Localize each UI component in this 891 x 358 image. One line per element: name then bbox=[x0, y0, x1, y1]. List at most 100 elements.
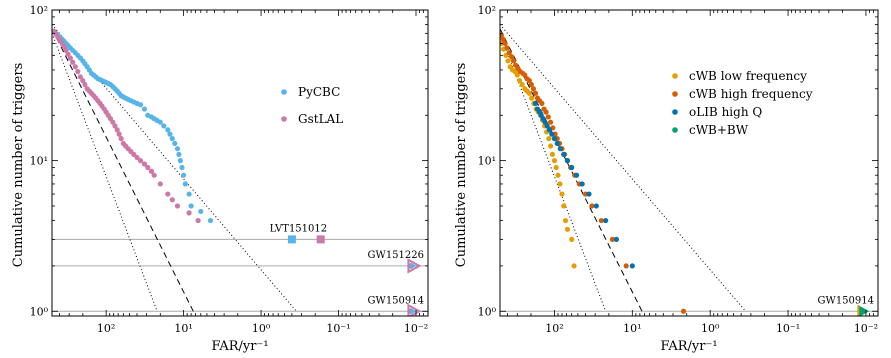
right-point-olib-high-q bbox=[629, 263, 635, 269]
left-point-pycbc bbox=[161, 123, 167, 129]
left-event-marker bbox=[316, 235, 325, 244]
left-point-gstlal bbox=[80, 77, 86, 84]
left-x-tick-label: 10⁻² bbox=[404, 322, 428, 335]
right-point-cwb-low-frequency bbox=[571, 263, 577, 269]
right-point-cwb-low-frequency bbox=[559, 191, 565, 197]
left-point-pycbc bbox=[167, 131, 173, 137]
left-gw151226-marker bbox=[407, 258, 422, 274]
left-event-marker bbox=[287, 235, 296, 244]
right-point-cwb-low-frequency bbox=[569, 236, 575, 242]
right-point-cwb-low-frequency bbox=[555, 172, 561, 178]
right-point-cwb-low-frequency bbox=[505, 58, 511, 64]
right-legend-marker-cwb-high-frequency bbox=[672, 91, 678, 97]
right-point-olib-high-q bbox=[549, 131, 555, 137]
left-point-pycbc bbox=[182, 181, 188, 187]
right-point-olib-high-q bbox=[532, 100, 539, 106]
left-point-gstlal bbox=[169, 197, 175, 203]
right-legend-marker-cwb-bw bbox=[672, 127, 678, 133]
right-y-tick-label: 10² bbox=[478, 4, 496, 17]
right-point-cwb-high-frequency bbox=[502, 40, 508, 47]
left-plot-content bbox=[52, 24, 428, 316]
right-point-olib-high-q bbox=[551, 136, 558, 142]
left-gw151226-marker-inner bbox=[410, 262, 417, 270]
left-ylabel: Cumulative number of triggers bbox=[11, 63, 26, 268]
right-point-cwb-high-frequency bbox=[539, 100, 545, 106]
left-point-pycbc bbox=[179, 164, 185, 171]
left-gw150914-marker-inner bbox=[410, 307, 417, 315]
left-point-pycbc bbox=[198, 208, 204, 215]
right-point-cwb-low-frequency bbox=[557, 181, 563, 187]
left-point-gstlal bbox=[157, 181, 163, 187]
left-point-gstlal bbox=[137, 158, 144, 164]
right-point-cwb-low-frequency bbox=[561, 203, 567, 209]
left-legend-label-gstlal: GstLAL bbox=[298, 112, 343, 126]
left-point-pycbc bbox=[157, 119, 163, 125]
right-point-cwb-low-frequency bbox=[517, 77, 523, 84]
left-chart: Cumulative number of triggers FAR/yr⁻¹ L… bbox=[11, 4, 429, 354]
right-point-olib-high-q bbox=[557, 146, 563, 152]
left-point-pycbc bbox=[165, 127, 171, 133]
right-point-cwb-low-frequency bbox=[529, 95, 535, 101]
left-point-gstlal bbox=[65, 51, 71, 57]
left-point-gstlal bbox=[75, 68, 81, 75]
left-x-tick-label: 10² bbox=[97, 322, 115, 335]
left-point-gstlal bbox=[72, 64, 78, 70]
right-point-cwb-high-frequency bbox=[528, 81, 534, 88]
left-y-tick-label: 10⁰ bbox=[30, 305, 49, 318]
right-legend-label-olib-high-q: oLIB high Q bbox=[689, 105, 762, 119]
right-point-cwb-low-frequency bbox=[548, 143, 554, 149]
left-legend-marker-gstlal bbox=[281, 116, 287, 122]
right-legend-label-cwb-high-frequency: cWB high frequency bbox=[689, 87, 813, 101]
left-plot-area: LVT151012 GW151226 GW150914 10² 10¹ 10⁰ 10⁻¹ 10… bbox=[30, 4, 429, 335]
right-point-cwb-low-frequency bbox=[549, 151, 556, 157]
right-y-tick-label: 10¹ bbox=[478, 155, 496, 168]
right-legend: cWB low frequency cWB high frequency oLIB … bbox=[672, 69, 813, 137]
right-point-olib-high-q bbox=[564, 158, 571, 164]
right-point-olib-high-q bbox=[546, 127, 553, 133]
left-point-pycbc bbox=[174, 146, 181, 152]
left-point-gstlal bbox=[145, 164, 151, 171]
right-point-cwb-low-frequency bbox=[564, 226, 571, 232]
left-point-pycbc bbox=[169, 136, 175, 142]
left-reference-line bbox=[52, 28, 194, 312]
right-point-olib-high-q bbox=[613, 236, 620, 242]
right-point-cwb-low-frequency bbox=[526, 90, 532, 96]
right-point-cwb-high-frequency bbox=[526, 77, 532, 84]
right-point-cwb-high-frequency bbox=[504, 45, 510, 51]
right-ylabel: Cumulative number of triggers bbox=[454, 63, 469, 268]
right-x-tick-label: 10⁻¹ bbox=[776, 322, 800, 335]
left-point-gstlal bbox=[114, 127, 120, 133]
left-point-gstlal bbox=[148, 168, 155, 174]
right-legend-label-cwb-bw: cWB+BW bbox=[689, 123, 749, 137]
right-xlabel: FAR/yr⁻¹ bbox=[660, 339, 717, 354]
right-chart: Cumulative number of triggers FAR/yr⁻¹ G… bbox=[454, 4, 879, 354]
left-point-gstlal bbox=[165, 191, 171, 197]
right-x-tick-label: 10¹ bbox=[623, 322, 641, 335]
left-point-gstlal bbox=[70, 59, 76, 65]
right-y-tick-label: 10⁰ bbox=[478, 305, 497, 318]
left-point-gstlal bbox=[186, 210, 192, 216]
left-point-gstlal bbox=[141, 161, 148, 167]
right-plot-area: GW150914 10² 10¹ 10⁰ 10⁻¹ 10⁻² 10⁰ 10¹ 10² cWB lo… bbox=[478, 4, 879, 335]
right-point-cwb-high-frequency bbox=[545, 114, 551, 120]
right-point-cwb-low-frequency bbox=[519, 81, 525, 88]
right-annotation-gw150914: GW150914 bbox=[818, 295, 874, 306]
left-xlabel: FAR/yr⁻¹ bbox=[211, 339, 268, 354]
left-point-gstlal bbox=[151, 172, 157, 178]
right-legend-marker-olib-high-q bbox=[672, 109, 678, 115]
left-point-gstlal bbox=[82, 81, 88, 88]
left-annotation-gw151226: GW151226 bbox=[368, 250, 424, 261]
right-point-cwb-high-frequency bbox=[582, 191, 589, 197]
left-point-gstlal bbox=[116, 131, 122, 137]
right-point-cwb-high-frequency bbox=[500, 32, 504, 38]
right-x-tick-label: 10² bbox=[545, 322, 563, 335]
right-point-cwb-high-frequency bbox=[589, 203, 595, 209]
right-x-tick-label: 10⁰ bbox=[701, 322, 720, 335]
left-gw150914-marker bbox=[407, 303, 422, 316]
left-y-tick-label: 10² bbox=[30, 4, 48, 17]
left-point-pycbc bbox=[207, 217, 214, 224]
right-point-cwb-high-frequency bbox=[510, 58, 517, 64]
right-point-cwb-high-frequency bbox=[623, 263, 629, 269]
left-point-gstlal bbox=[77, 74, 83, 80]
right-legend-label-cwb-low-frequency: cWB low frequency bbox=[689, 69, 807, 83]
